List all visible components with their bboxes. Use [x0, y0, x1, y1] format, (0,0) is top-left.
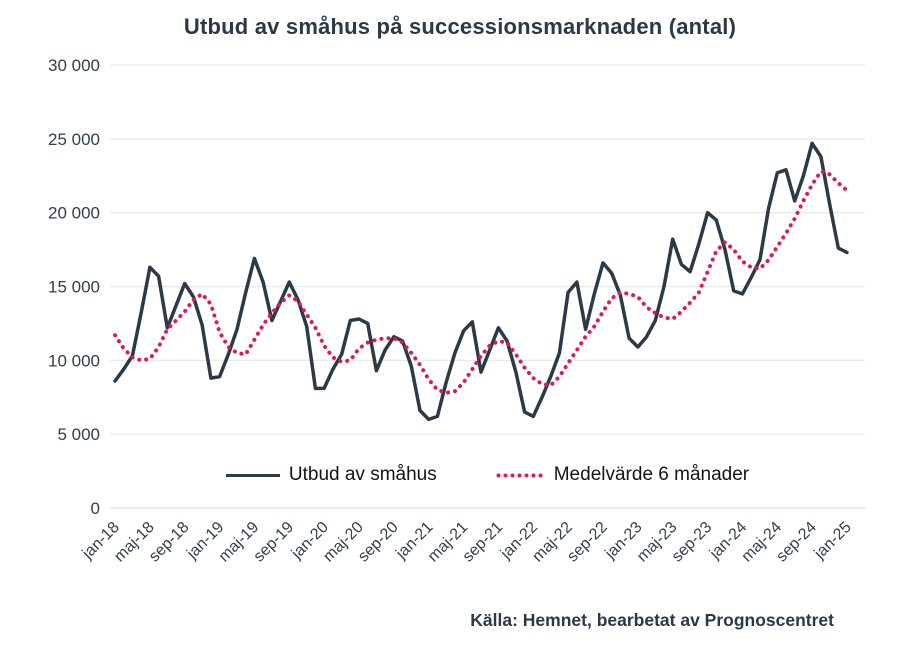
x-tick-label: jan-25 [811, 519, 855, 563]
chart-svg: 30 000 25 000 20 000 15 000 10 000 5 000 0 jan… [48, 56, 865, 566]
legend-item-supply: Utbud av småhus [225, 464, 437, 486]
legend-item-average: Medelvärde 6 månader [494, 464, 750, 486]
legend-label-average: Medelvärde 6 månader [553, 464, 750, 485]
x-tick-label: sep-24 [773, 519, 820, 566]
x-tick-label: sep-23 [669, 519, 716, 566]
solid-line-swatch [225, 473, 280, 477]
x-tick-label: sep-22 [564, 519, 611, 566]
x-tick-label: sep-18 [146, 519, 193, 566]
dotted-line-swatch [494, 472, 545, 478]
y-axis-tick-labels: 30 000 25 000 20 000 15 000 10 000 5 000 0 [48, 56, 100, 518]
y-tick-label: 0 [91, 499, 100, 518]
y-tick-label: 5 000 [57, 425, 100, 444]
y-tick-label: 15 000 [48, 278, 100, 297]
legend: Utbud av småhus Medelvärde 6 månader [110, 464, 865, 486]
x-tick-label: sep-21 [460, 519, 507, 566]
source-caption: Källa: Hemnet, bearbetat av Prognoscentr… [470, 610, 834, 630]
x-tick-label: sep-20 [355, 519, 402, 566]
x-axis-tick-labels: jan-18maj-18sep-18jan-19maj-19sep-19jan-… [79, 519, 855, 566]
supply-line [113, 141, 849, 422]
y-tick-label: 30 000 [48, 56, 100, 75]
y-tick-label: 10 000 [48, 351, 100, 370]
chart-title: Utbud av småhus på successionsmarknaden … [183, 14, 737, 39]
gridlines [110, 64, 865, 509]
x-tick-label: sep-19 [251, 519, 298, 566]
y-tick-label: 20 000 [48, 204, 100, 223]
average-line [113, 168, 849, 395]
legend-label-supply: Utbud av småhus [288, 464, 437, 485]
y-tick-label: 25 000 [48, 130, 100, 149]
